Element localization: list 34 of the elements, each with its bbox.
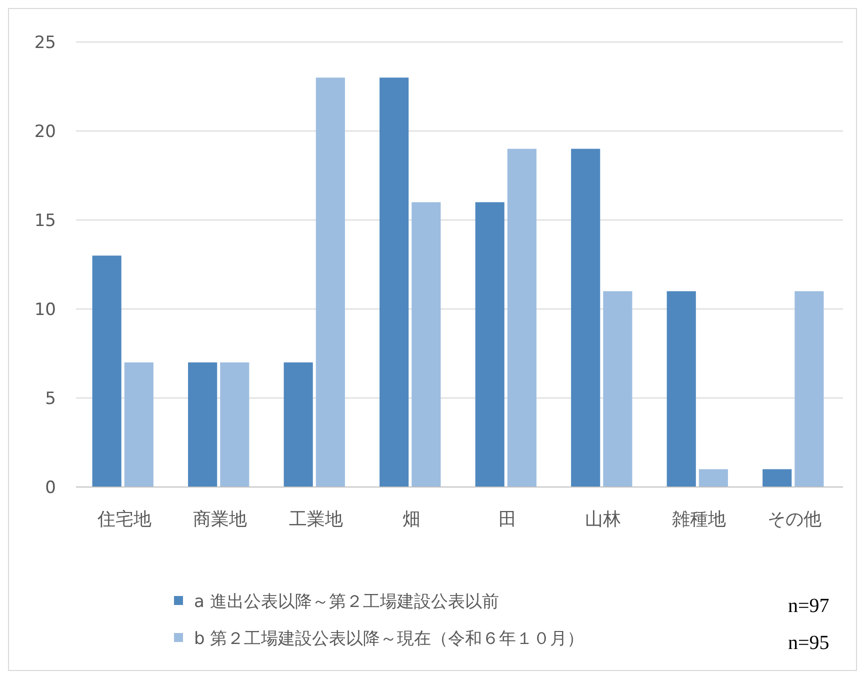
bar <box>92 256 122 487</box>
bar <box>124 362 154 487</box>
x-tick-label: 田 <box>498 509 516 530</box>
y-tick-label: 20 <box>34 122 56 142</box>
y-tick-label: 0 <box>45 478 56 498</box>
x-tick-label: 雑種地 <box>672 509 726 530</box>
bar <box>794 291 824 487</box>
legend-label: a 進出公表以降～第２工場建設公表以前 <box>194 592 499 612</box>
y-tick-label: 5 <box>45 388 56 409</box>
text: n=95 <box>788 632 830 654</box>
bar <box>603 291 632 487</box>
x-tick-label: 商業地 <box>193 509 248 530</box>
bar <box>380 78 409 487</box>
bar <box>507 148 536 487</box>
x-tick-label: その他 <box>768 509 822 530</box>
bar <box>666 291 696 487</box>
bar <box>220 362 250 487</box>
text: n=97 <box>788 595 830 617</box>
bar <box>571 148 600 487</box>
x-tick-label: 工業地 <box>288 509 343 530</box>
x-tick-label: 住宅地 <box>96 509 152 530</box>
bar <box>284 362 313 487</box>
bar <box>316 78 345 487</box>
y-tick-label: 25 <box>34 32 56 53</box>
bar <box>188 362 218 487</box>
bar <box>762 469 792 487</box>
legend-label: b 第２工場建設公表以降～現在（令和６年１０月） <box>194 628 584 649</box>
bar <box>698 469 728 487</box>
bar <box>475 202 504 487</box>
y-tick-label: 10 <box>34 300 56 320</box>
x-tick-label: 山林 <box>585 509 622 530</box>
x-tick-label: 畑 <box>402 509 421 530</box>
y-tick-label: 15 <box>34 210 56 231</box>
bar <box>412 202 441 487</box>
